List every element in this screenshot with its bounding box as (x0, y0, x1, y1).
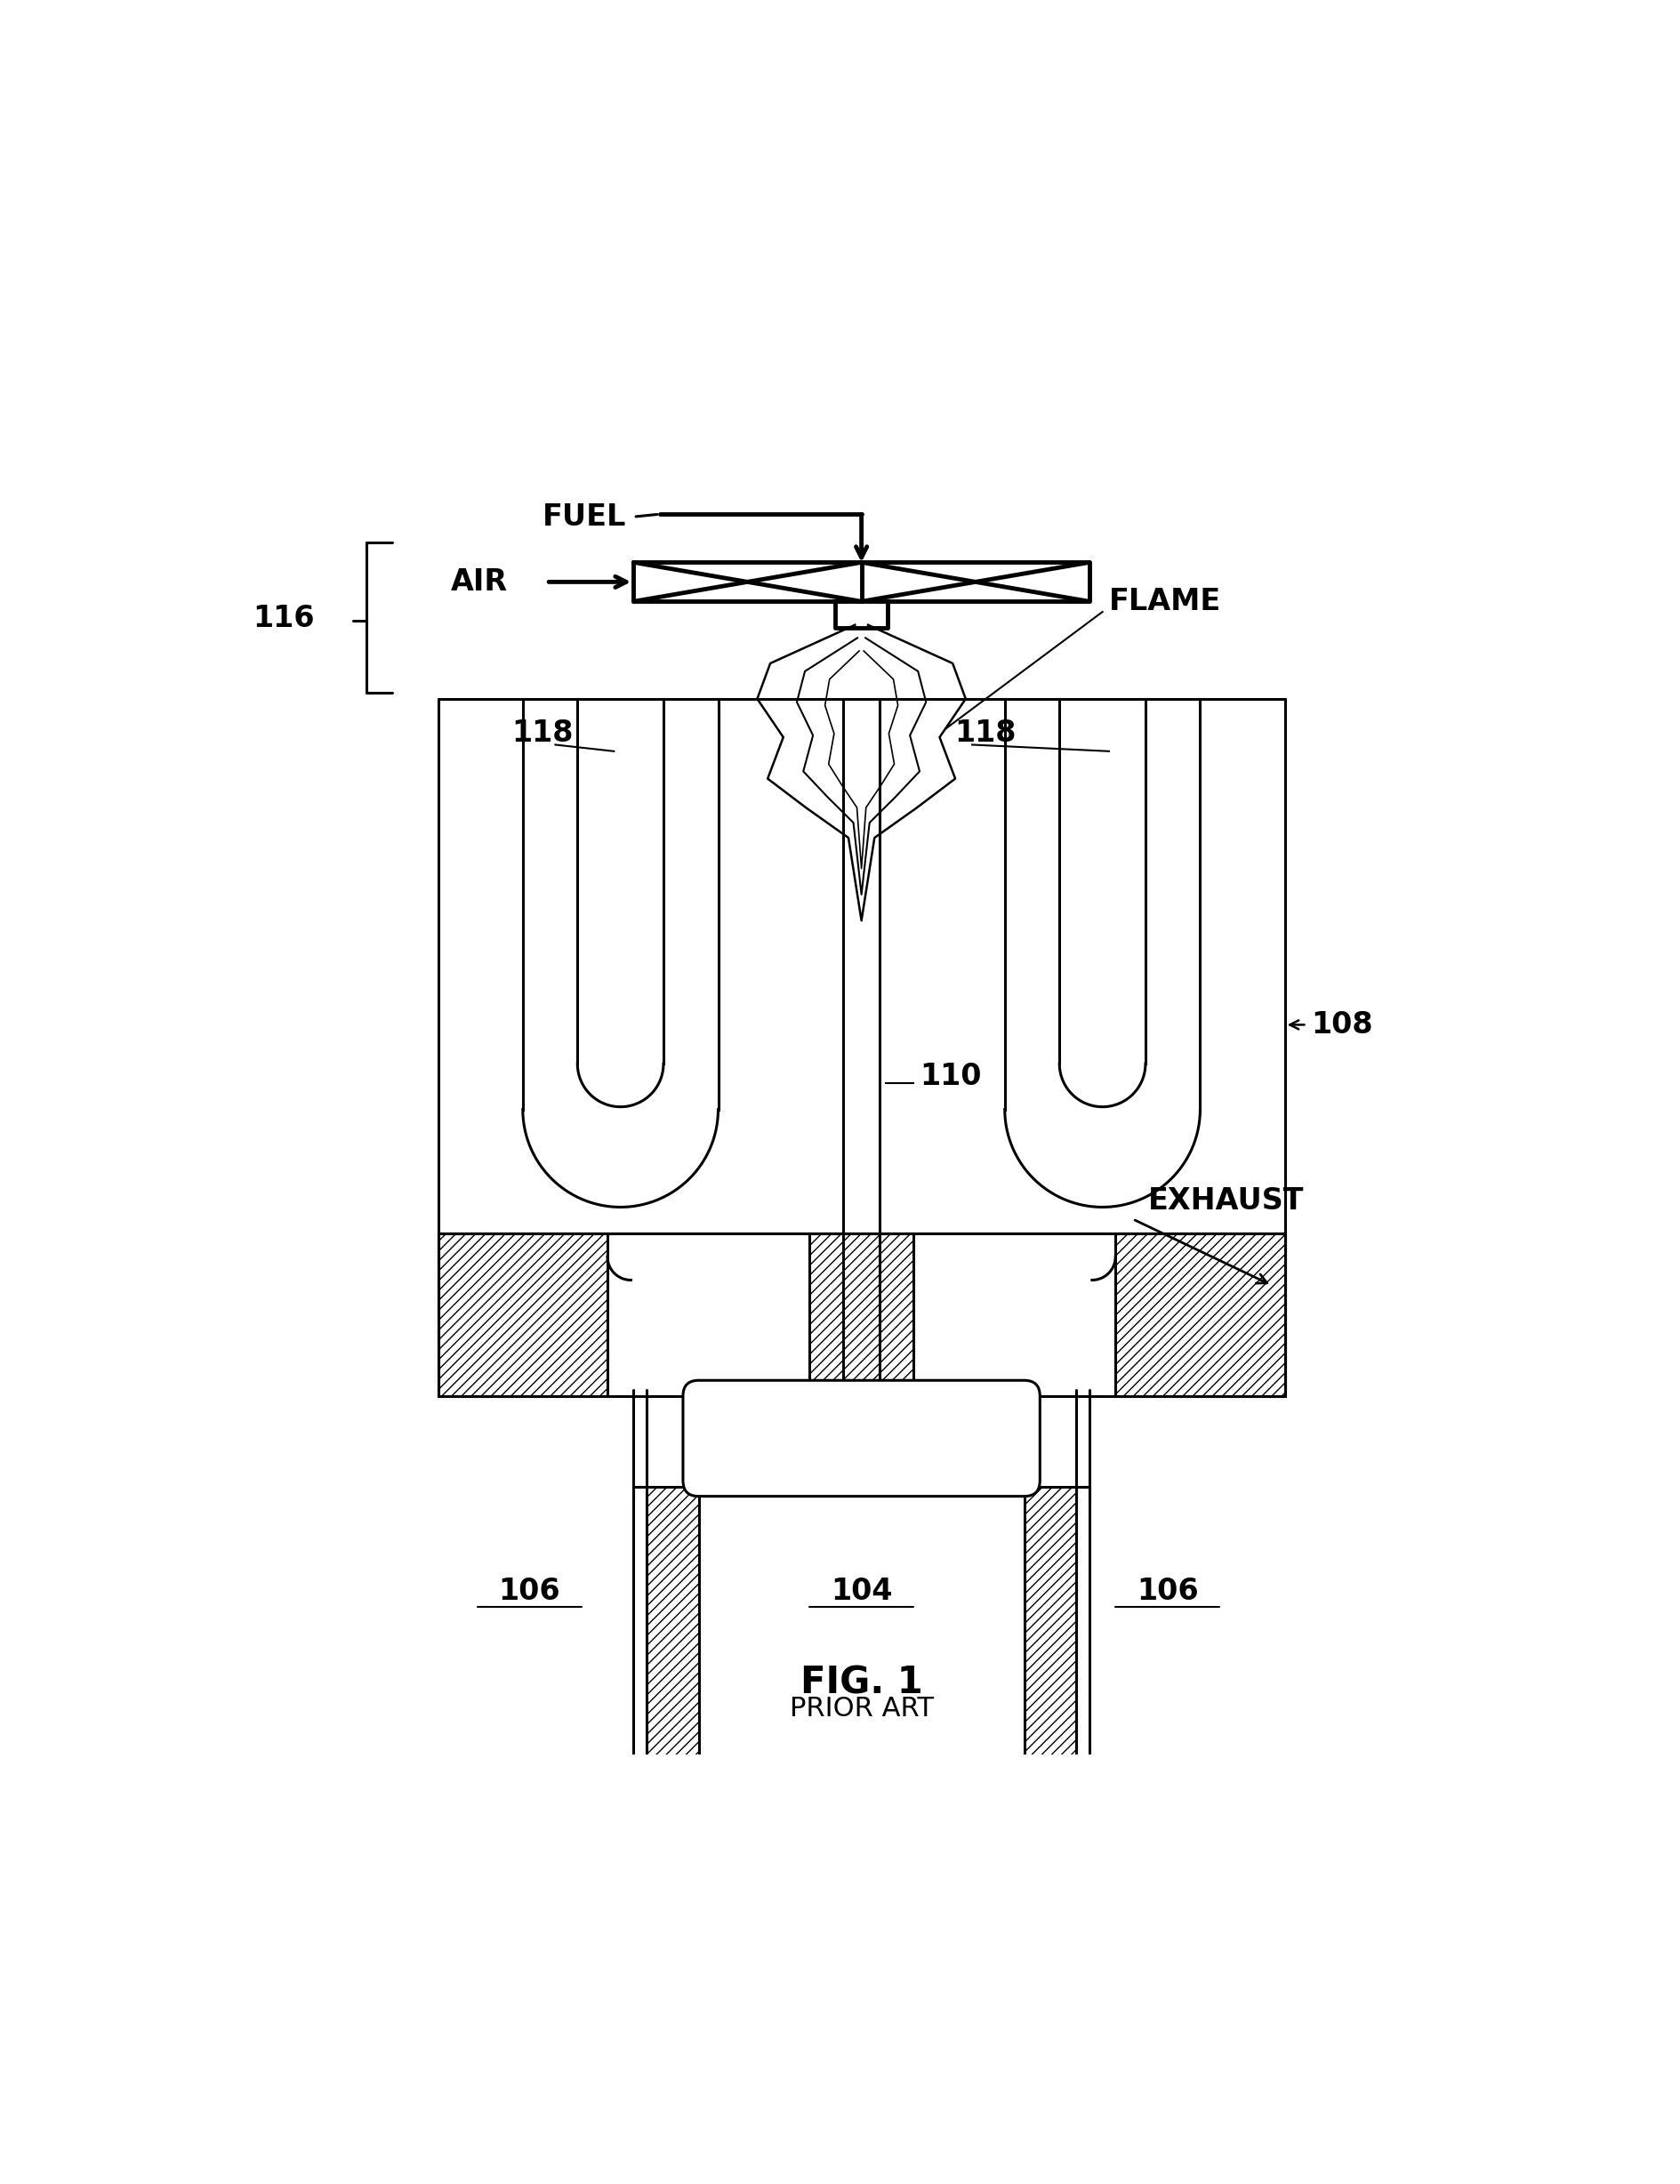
Bar (438, 1234, 606, 1396)
Bar (647, 1487, 699, 1767)
Text: AIR: AIR (450, 568, 507, 596)
Text: 118: 118 (954, 719, 1016, 747)
Bar (1116, 1234, 1284, 1396)
Text: 108: 108 (1310, 1009, 1373, 1040)
Bar (699, 1487, 1023, 1767)
Text: FLAME: FLAME (1109, 587, 1221, 616)
Bar (1023, 1487, 1075, 1767)
Text: EXHAUST: EXHAUST (1147, 1186, 1304, 1214)
FancyBboxPatch shape (682, 1380, 1040, 1496)
Text: FIG. 1: FIG. 1 (800, 1664, 922, 1701)
Text: PRIOR ART: PRIOR ART (790, 1695, 932, 1721)
Text: 106: 106 (1136, 1577, 1198, 1605)
Text: 118: 118 (511, 719, 573, 747)
Text: 106: 106 (497, 1577, 559, 1605)
Text: 102: 102 (830, 1426, 892, 1457)
Text: 110: 110 (919, 1061, 981, 1092)
Bar (810, 1234, 914, 1396)
Text: FUEL: FUEL (543, 502, 627, 531)
Text: 116: 116 (252, 603, 314, 633)
Text: 104: 104 (830, 1577, 892, 1605)
